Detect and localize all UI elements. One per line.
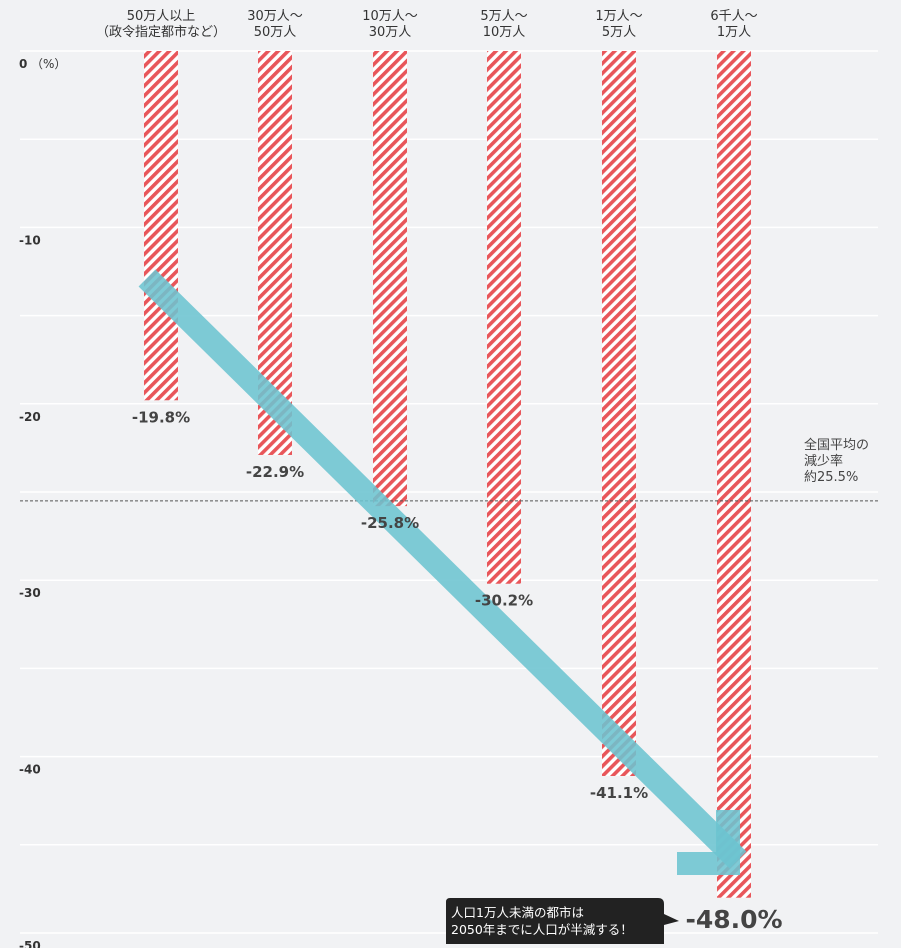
y-tick-label: -20 <box>19 410 41 424</box>
category-label: 10万人～ <box>362 9 418 24</box>
category-label: 30万人～ <box>247 9 303 24</box>
callout-bubble <box>446 898 679 944</box>
category-label: 50万人以上 <box>127 9 196 24</box>
y-unit-label: （%） <box>31 57 66 71</box>
category-label: 1万人 <box>717 25 751 40</box>
category-label: （政令指定都市など） <box>96 24 226 40</box>
average-label: 全国平均の <box>804 437 869 453</box>
bar <box>373 51 407 507</box>
category-label: 30万人 <box>369 25 412 40</box>
y-axis: 0 -10 -20 -30 -40 -50 <box>19 57 41 948</box>
average-label: 減少率 <box>804 453 843 469</box>
value-label: -41.1% <box>590 784 648 802</box>
category-label: 50万人 <box>254 25 297 40</box>
callout: 人口1万人未満の都市は 2050年までに人口が半減する！ <box>446 898 679 944</box>
y-tick-label: -10 <box>19 233 41 247</box>
bar <box>487 51 521 584</box>
bar <box>144 51 178 401</box>
category-labels: 50万人以上（政令指定都市など） 30万人～50万人 10万人～30万人 5万人～10… <box>96 9 758 40</box>
average-label: 約25.5% <box>804 470 858 485</box>
value-label: -30.2% <box>475 592 533 610</box>
callout-text: 人口1万人未満の都市は <box>451 905 584 920</box>
value-label: -19.8% <box>132 408 190 426</box>
value-label: -48.0% <box>685 905 782 934</box>
trend-arrow <box>138 269 747 875</box>
category-label: 5万人～ <box>480 9 527 24</box>
value-labels: -19.8% -22.9% -25.8% -30.2% -41.1% -48.0% <box>132 408 783 934</box>
category-label: 6千人～ <box>710 9 757 24</box>
trend-arrow-head <box>677 810 740 875</box>
bar <box>717 51 751 898</box>
value-label: -22.9% <box>246 463 304 481</box>
category-label: 1万人～ <box>595 9 642 24</box>
bars <box>144 51 751 898</box>
y-tick-label: 0 <box>19 57 27 71</box>
category-label: 10万人 <box>483 25 526 40</box>
value-label: -25.8% <box>361 514 419 532</box>
y-unit: （%） <box>31 57 66 71</box>
y-tick-label: -40 <box>19 763 41 777</box>
trend-arrow-shaft <box>138 269 747 869</box>
category-label: 5万人 <box>602 25 636 40</box>
bar <box>602 51 636 777</box>
y-tick-label: -50 <box>19 939 41 948</box>
callout-text: 2050年までに人口が半減する！ <box>451 922 633 937</box>
y-tick-label: -30 <box>19 586 41 600</box>
